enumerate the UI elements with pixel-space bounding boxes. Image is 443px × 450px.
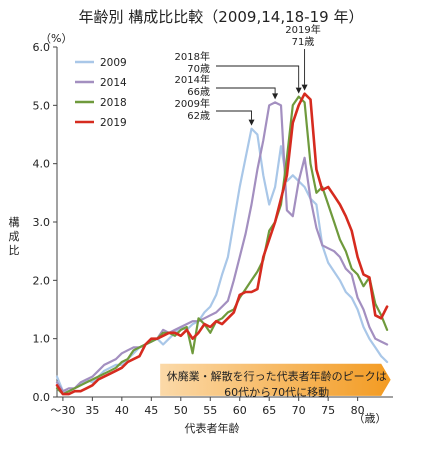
y-axis-label: 構成比 (9, 216, 20, 257)
legend-label-2018: 2018 (100, 97, 127, 109)
banner-text-line: 60代から70代に移動 (224, 385, 329, 399)
chart-title: 年齢別 構成比比較（2009,14,18-19 年） (79, 8, 364, 26)
series-line-2009 (55, 127, 389, 393)
x-tick-label: 65 (262, 404, 276, 417)
legend-label-2019: 2019 (100, 117, 127, 129)
x-tick-label: 40 (115, 404, 129, 417)
annotation-label: 71歳 (292, 36, 315, 48)
y-tick-label: 2.0 (33, 274, 51, 287)
x-axis-label: 代表者年齢 (185, 421, 240, 435)
y-tick-label: 4.0 (33, 158, 51, 171)
banner-text-line: 休廃業・解散を行った代表者年齢のピークは (167, 369, 387, 383)
x-tick-label: 45 (144, 404, 158, 417)
x-tick-label: 35 (85, 404, 99, 417)
y-tick-label: 5.0 (33, 99, 51, 112)
annotation-label: 2014年 (175, 73, 210, 86)
x-tick-label: ～30 (50, 404, 75, 417)
annotation-label: 2018年 (175, 50, 210, 63)
x-tick-label: 55 (203, 404, 217, 417)
x-tick-label: 50 (174, 404, 188, 417)
annotation-arrowhead (248, 119, 255, 126)
x-tick-label: 60 (233, 404, 247, 417)
series-line-2018 (55, 95, 389, 396)
y-axis-unit: （%） (40, 32, 72, 45)
annotation-label: 2019年 (285, 23, 320, 36)
banner-arrow (160, 363, 391, 396)
x-tick-label: 70 (292, 404, 306, 417)
legend-label-2009: 2009 (100, 57, 127, 69)
annotation-label: 66歳 (187, 86, 210, 98)
y-tick-label: 6.0 (33, 41, 51, 54)
annotation-arrowhead (272, 93, 279, 100)
axes: 0.0 1.0 2.0 3.0 4.0 5.0 6.0 ～30 35 40 45 50 55 60 65 70… (33, 41, 393, 417)
series-line-2019 (55, 92, 389, 396)
x-tick-label: 80 (351, 404, 365, 417)
banner: 休廃業・解散を行った代表者年齢のピークは 60代から70代に移動 (160, 363, 391, 399)
x-tick-label: 75 (321, 404, 335, 417)
annotation-label: 70歳 (187, 63, 210, 75)
annotation-arrowhead (301, 84, 308, 91)
legend-label-2014: 2014 (100, 77, 127, 89)
x-axis-unit: （歳） (354, 412, 387, 425)
annotation-label: 2009年 (175, 97, 210, 110)
legend: 2009 2014 2018 2019 (75, 57, 127, 129)
y-tick-label: 3.0 (33, 216, 51, 229)
y-tick-label: 0.0 (33, 391, 51, 404)
annotation-leader (216, 87, 276, 94)
series-lines (55, 92, 389, 396)
y-tick-label: 1.0 (33, 333, 51, 346)
series-line-2014 (55, 101, 389, 393)
annotation-leader (216, 110, 252, 120)
annotation-label: 62歳 (187, 110, 210, 122)
annotation-arrowhead (295, 87, 302, 94)
annotation-leader (216, 65, 300, 88)
